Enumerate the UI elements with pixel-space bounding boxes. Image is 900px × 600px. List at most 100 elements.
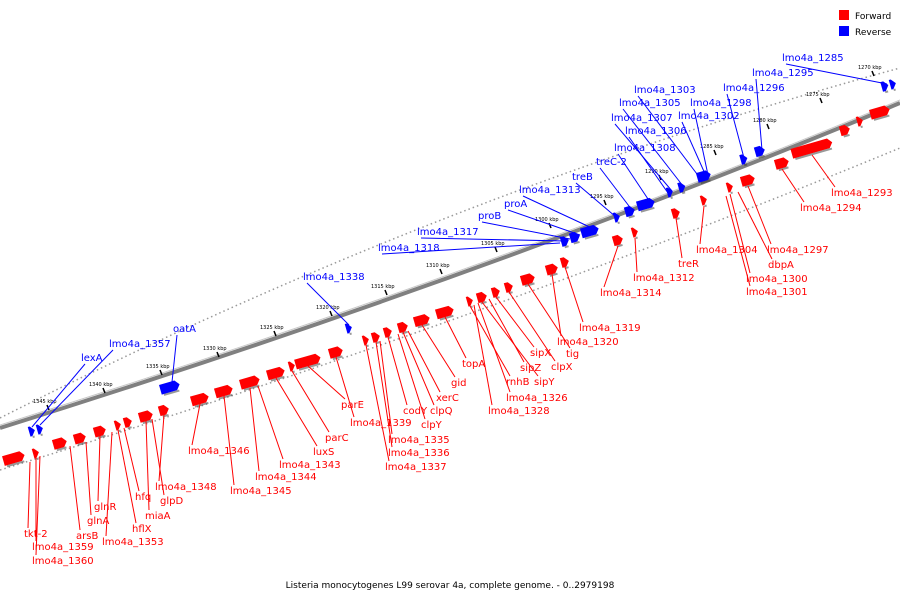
leader-line — [291, 370, 330, 433]
forward-gene-glyph — [327, 346, 343, 361]
leader-line — [444, 316, 467, 359]
gene-label: rnhB — [506, 377, 530, 388]
forward-track — [2, 105, 890, 468]
reverse-gene-glyph — [739, 154, 748, 167]
leader-line — [85, 441, 92, 516]
leader-line — [335, 356, 355, 418]
forward-gene-glyph — [396, 321, 408, 335]
leader-line — [365, 344, 390, 462]
gene-label: lmo4a_1296 — [723, 83, 785, 94]
leader-line — [488, 298, 525, 363]
leader-line — [39, 349, 114, 426]
gene-label: lmo4a_1326 — [506, 393, 568, 404]
reverse-gene-glyph — [159, 380, 180, 396]
gene-label: lmo4a_1335 — [388, 435, 450, 446]
leader-line — [747, 185, 772, 245]
leader-line — [681, 121, 707, 177]
leader-line — [693, 108, 709, 176]
gene-label: clpY — [421, 420, 443, 431]
tick-mark — [102, 387, 106, 394]
leader-line — [675, 217, 683, 259]
leader-line — [637, 95, 701, 179]
gene-label: lmo4a_1304 — [696, 245, 758, 256]
gene-label: lmo4a_1353 — [102, 537, 164, 548]
leader-line — [123, 427, 140, 492]
forward-gene-glyph — [122, 417, 132, 430]
leader-line — [508, 291, 556, 362]
leader-line — [306, 282, 350, 326]
gene-label: lmo4a_1336 — [388, 448, 450, 459]
tick-mark — [273, 330, 277, 337]
tick-label: 1320 kbp — [316, 305, 340, 311]
reverse-gene-glyph — [568, 231, 580, 245]
leader-line — [781, 168, 805, 203]
forward-gene-glyph — [294, 353, 321, 371]
gene-label: codY — [403, 406, 428, 417]
forward-gene-glyph — [113, 420, 121, 433]
reverse-track — [27, 79, 896, 439]
gene-label: lmo4a_1337 — [385, 462, 447, 473]
reverse-gene-glyph — [27, 426, 35, 439]
tick-mark — [766, 123, 770, 130]
forward-gene-glyph — [475, 291, 487, 305]
gene-label: lexA — [81, 353, 103, 364]
tick-mark — [216, 351, 220, 358]
gene-label: lmo4a_1360 — [32, 556, 94, 567]
tick-label: 1335 kbp — [146, 364, 170, 370]
gene-label: lmo4a_1319 — [579, 323, 641, 334]
figure-caption: Listeria monocytogenes L99 serovar 4a, c… — [286, 581, 615, 591]
tick-label: 1330 kbp — [203, 346, 227, 352]
leader-line — [387, 336, 408, 406]
reverse-gene-glyph — [579, 224, 599, 240]
tick-label: 1280 kbp — [753, 118, 777, 124]
reverse-gene-glyph — [880, 81, 889, 94]
gene-label: treC-2 — [596, 157, 627, 168]
tick-mark — [548, 222, 552, 229]
tick-mark — [713, 149, 717, 156]
gene-label: lmo4a_1328 — [488, 406, 550, 417]
tick-mark — [329, 310, 333, 317]
gene-label: arsB — [76, 531, 98, 542]
forward-gene-glyph — [519, 273, 535, 288]
leader-line — [481, 301, 539, 377]
gene-labels: lmo4a_1285 lmo4a_1295 lmo4a_1296 lmo4a_1298… — [24, 53, 893, 567]
gene-label: sipY — [534, 377, 555, 388]
tick-label: 1270 kbp — [858, 65, 882, 71]
leader-line — [151, 418, 165, 496]
reverse-gene-glyph — [888, 79, 896, 92]
tick-label: 1275 kbp — [806, 92, 830, 98]
gene-label: lmo4a_1302 — [678, 111, 740, 122]
axis-line — [0, 101, 900, 430]
leader-line — [257, 385, 284, 460]
forward-gene-glyph — [544, 263, 558, 277]
forward-gene-glyph — [869, 105, 890, 121]
leader-line — [725, 195, 751, 287]
gene-label: lmo4a_1344 — [255, 472, 317, 483]
legend-reverse-swatch — [839, 26, 849, 36]
gene-label: treB — [572, 172, 593, 183]
gene-label: lmo4a_1298 — [690, 98, 752, 109]
gene-label: lmo4a_1318 — [378, 243, 440, 254]
gene-label: treR — [678, 259, 699, 270]
gene-label: lmo4a_1346 — [188, 446, 250, 457]
leader-line — [171, 334, 178, 383]
gene-label: lmo4a_1339 — [350, 418, 412, 429]
reverse-gene-glyph — [753, 145, 765, 159]
tick-label: 1300 kbp — [535, 217, 559, 223]
leader-line — [755, 78, 763, 151]
gene-label: clpX — [551, 362, 573, 373]
gene-label: lmo4a_1357 — [109, 339, 171, 350]
leader-line — [495, 296, 535, 348]
forward-gene-glyph — [611, 234, 623, 248]
leader-line — [564, 266, 584, 323]
gene-label: lmo4a_1295 — [752, 68, 814, 79]
tick-mark — [439, 268, 443, 275]
gene-label: proA — [504, 199, 527, 210]
leader-line — [117, 429, 137, 524]
gene-label: gid — [451, 378, 466, 389]
gene-label: parE — [341, 400, 364, 411]
gene-label: lmo4a_1297 — [767, 245, 829, 256]
leader-line — [634, 237, 638, 273]
leader-line — [27, 461, 31, 529]
